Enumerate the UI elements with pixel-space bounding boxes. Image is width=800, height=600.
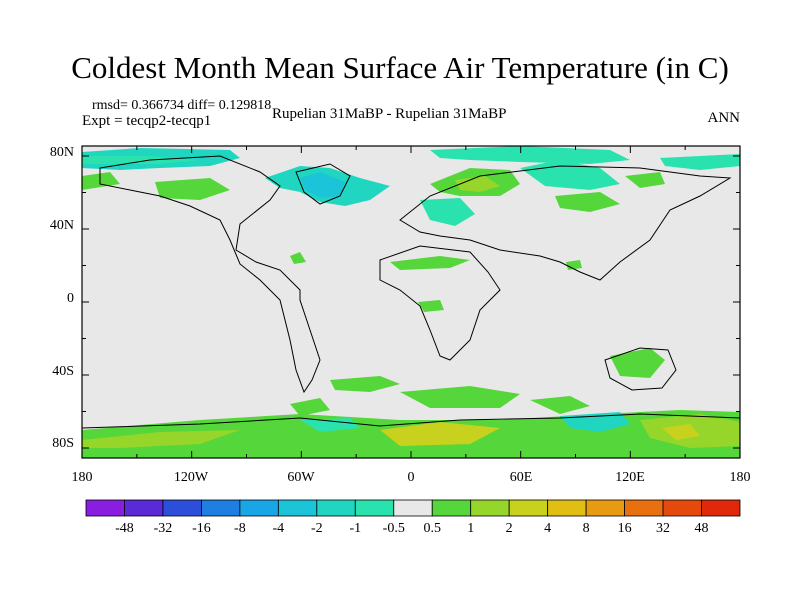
lat-tick-label: 80N	[50, 145, 74, 160]
latitude-axis: 80N 40N 0 40S 80S	[50, 145, 74, 451]
anomaly-arctic-east	[430, 146, 630, 164]
colorbar-label: 8	[583, 521, 590, 536]
colorbar-swatch	[316, 499, 356, 517]
longitude-axis: 180 120W 60W 0 60E 120E 180	[72, 470, 751, 485]
lon-tick-label: 0	[408, 470, 415, 485]
colorbar-label: 1	[467, 521, 474, 536]
anomaly-east-asia	[625, 172, 665, 188]
lon-tick-label: 60W	[287, 470, 315, 485]
colorbar-swatch	[277, 499, 318, 517]
colorbar-label: -8	[234, 521, 246, 536]
stats-text: rmsd= 0.366734 diff= 0.129818	[92, 98, 272, 113]
anomaly-central-asia	[555, 192, 620, 212]
experiment-label: Expt = tecqp2-tecqp1	[82, 113, 212, 129]
lat-tick-label: 40S	[52, 364, 74, 379]
colorbar-label: 32	[656, 521, 670, 536]
colorbar-label: -32	[154, 521, 173, 536]
anomaly-southern-indian	[530, 396, 590, 414]
outline-africa	[379, 245, 501, 361]
lon-tick-label: 60E	[510, 470, 533, 485]
lon-tick-label: 180	[730, 470, 751, 485]
anomaly-southern-ocean	[400, 386, 520, 408]
colorbar-label: -16	[192, 521, 211, 536]
colorbar-swatch	[201, 499, 241, 517]
lon-tick-label: 180	[72, 470, 93, 485]
colorbar-label: -1	[349, 521, 361, 536]
anomaly-south-atlantic	[330, 376, 400, 392]
colorbar-swatch	[624, 499, 664, 517]
anomaly-australia	[610, 348, 665, 378]
anomaly-arctic-west-inner	[82, 156, 200, 164]
anomaly-north-america	[155, 178, 230, 200]
comparison-label: Rupelian 31MaBP - Rupelian 31MaBP	[272, 106, 507, 122]
anomaly-europe-cool	[420, 198, 475, 226]
tick-marks	[81, 146, 741, 458]
lat-tick-label: 80S	[52, 436, 74, 451]
season-label: ANN	[707, 110, 741, 126]
lat-tick-label: 0	[67, 291, 74, 306]
outline-antarctica	[81, 413, 741, 429]
colorbar-labels: -48 -32 -16 -8 -4 -2 -1 -0.5 0.5 1 2 4 8 16 32 48	[115, 521, 708, 536]
outline-greenland	[295, 163, 351, 205]
lat-tick-label: 40N	[50, 218, 74, 233]
colorbar-swatch	[662, 499, 702, 517]
anomaly-weddell-cool	[300, 418, 360, 432]
colorbar-swatch	[701, 499, 741, 517]
map-title: Coldest Month Mean Surface Air Temperatu…	[71, 50, 729, 85]
colorbar-swatch	[85, 499, 125, 517]
colorbar-swatch	[162, 499, 202, 517]
colorbar-swatch	[393, 499, 433, 517]
colorbar-swatch	[431, 499, 472, 517]
anomaly-arctic-far-east	[660, 154, 740, 170]
colorbar-label: -2	[311, 521, 323, 536]
anomaly-antarctica-east	[380, 422, 500, 446]
anomaly-sahel	[390, 256, 470, 270]
coastlines	[81, 155, 741, 429]
colorbar-swatch	[547, 499, 587, 517]
colorbar-swatch	[585, 499, 625, 517]
anomaly-antarctica-west	[82, 430, 240, 448]
colorbar-swatch	[124, 499, 164, 517]
anomaly-caribbean	[290, 252, 306, 264]
anomaly-central-africa	[418, 300, 444, 312]
outline-australia	[604, 347, 677, 391]
colorbar-label: 2	[506, 521, 513, 536]
colorbar-swatch	[239, 499, 279, 517]
colorbar-swatch	[354, 499, 395, 517]
anomaly-north-atlantic-core	[300, 172, 345, 198]
colorbar-label: 16	[618, 521, 632, 536]
colorbar-label: -48	[115, 521, 134, 536]
anomaly-drake	[290, 398, 330, 416]
colorbar-label: -0.5	[383, 521, 405, 536]
anomaly-siberia-warm-core	[455, 176, 500, 192]
colorbar	[85, 499, 741, 517]
lon-tick-label: 120W	[174, 470, 209, 485]
colorbar-swatch	[508, 499, 549, 517]
lon-tick-label: 120E	[615, 470, 645, 485]
colorbar-label: 48	[695, 521, 709, 536]
outline-americas	[99, 155, 321, 394]
outline-eurasia	[399, 165, 732, 281]
anomaly-alaska	[82, 172, 120, 190]
colorbar-swatch	[470, 499, 510, 517]
anomaly-antarctica-ross-core	[662, 424, 700, 440]
colorbar-label: -4	[273, 521, 285, 536]
colorbar-label: 4	[544, 521, 551, 536]
colorbar-label: 0.5	[423, 521, 441, 536]
